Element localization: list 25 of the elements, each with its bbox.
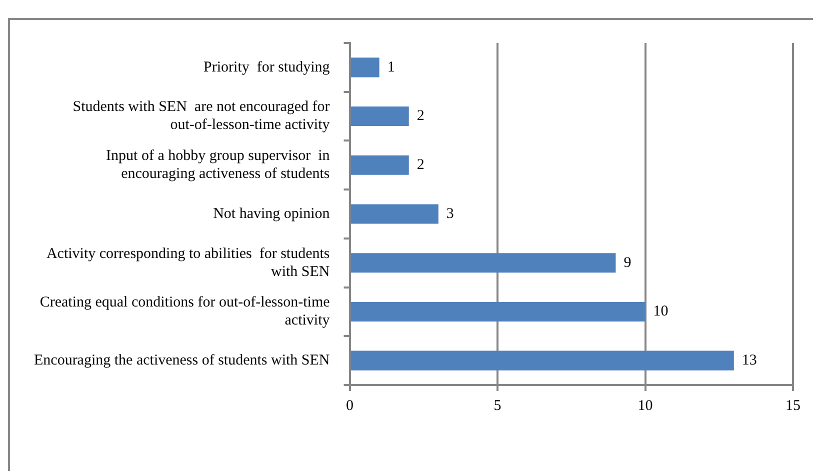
bar xyxy=(350,58,380,78)
bar xyxy=(350,350,734,370)
y-tick-label: Encouraging the activeness of students with SEN xyxy=(34,352,330,369)
bar xyxy=(350,204,438,224)
bar xyxy=(350,155,409,175)
y-tick-label: Priority for studying xyxy=(204,59,330,76)
y-tick-label: Input of a hobby group supervisor in encouraging activeness of students xyxy=(106,148,330,182)
x-tick-label: 0 xyxy=(346,398,354,414)
data-label: 13 xyxy=(742,352,757,369)
bar xyxy=(350,106,409,126)
y-tick-label: Creating equal conditions for out-of-lesson-time activity xyxy=(40,294,330,329)
x-tick-label: 15 xyxy=(786,398,800,414)
data-label: 3 xyxy=(446,206,454,222)
data-label: 10 xyxy=(653,304,668,320)
data-label: 2 xyxy=(416,157,424,174)
x-tick-label: 5 xyxy=(494,398,502,414)
y-tick-label: Not having opinion xyxy=(213,206,330,222)
y-tick-label: Activity corresponding to abilities for students with SEN xyxy=(46,246,330,280)
y-tick-label: Students with SEN are not encouraged for out-of-lesson-time activity xyxy=(72,99,330,134)
data-label: 2 xyxy=(416,108,424,124)
data-label: 9 xyxy=(624,254,632,271)
bar xyxy=(350,302,646,322)
data-label: 1 xyxy=(387,59,395,76)
bar xyxy=(350,253,616,273)
x-tick-label: 10 xyxy=(638,398,653,414)
